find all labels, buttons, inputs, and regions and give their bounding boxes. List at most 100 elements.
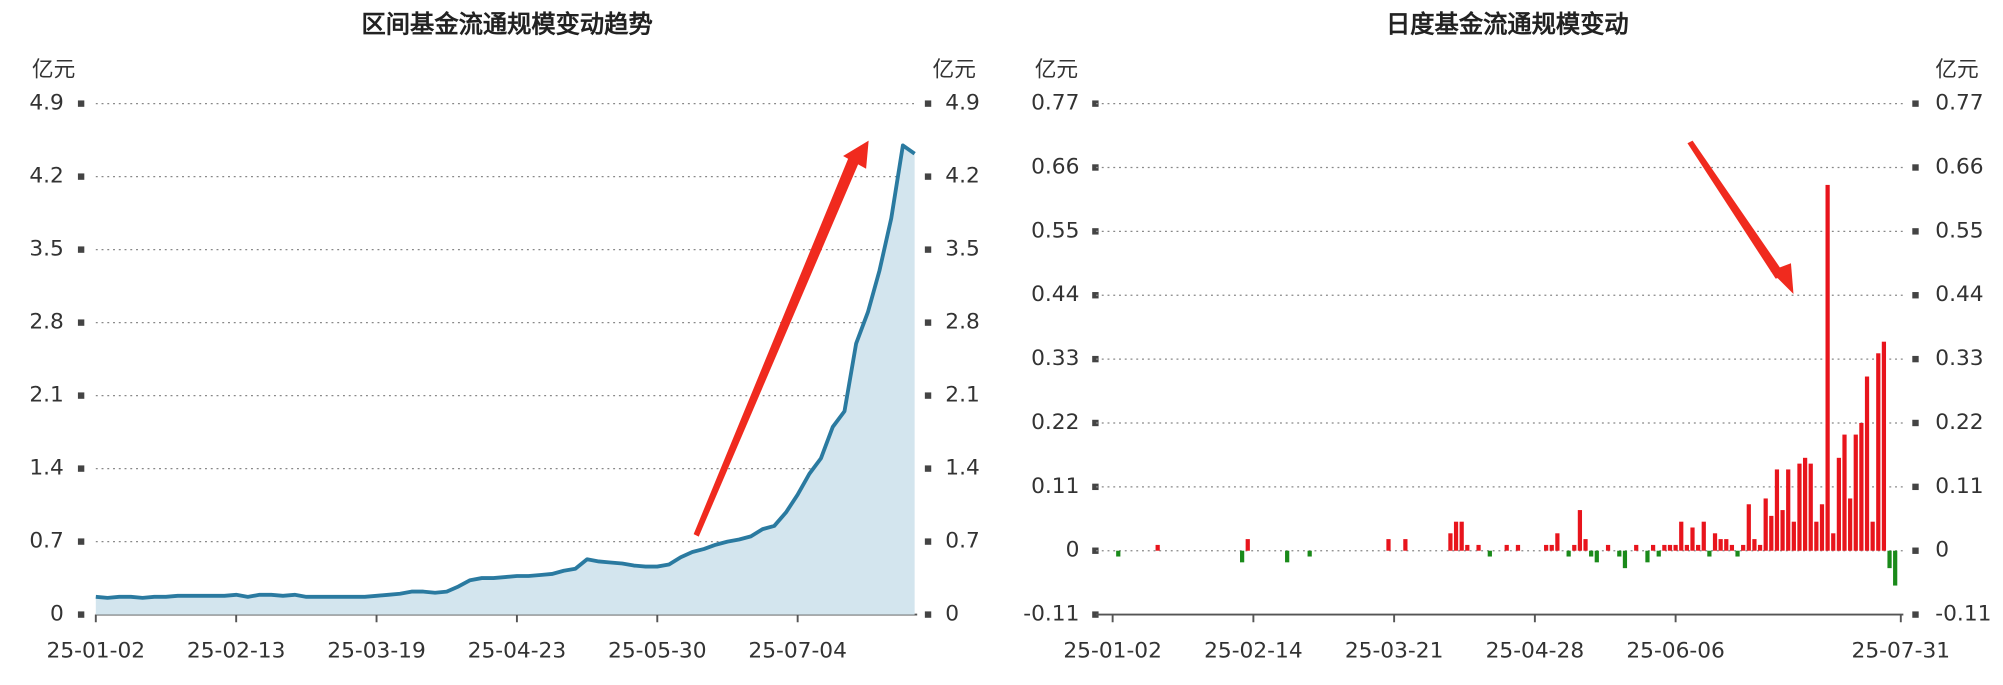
bar: [1307, 550, 1312, 557]
y-tick-mark: [1912, 228, 1919, 235]
bar: [1566, 550, 1571, 557]
y-unit: 亿元: [32, 57, 75, 82]
y-tick-label: 0.55: [1935, 218, 1983, 243]
bar: [1696, 544, 1701, 551]
y-tick-mark: [1092, 164, 1099, 171]
bar: [1746, 504, 1751, 551]
x-tick-label: 25-03-21: [1345, 639, 1444, 664]
x-tick-label: 25-01-02: [47, 639, 146, 664]
bar: [1797, 463, 1802, 551]
bar: [1825, 184, 1830, 551]
y-tick-label: 4.2: [945, 164, 980, 189]
y-tick-mark: [924, 611, 932, 618]
y-tick-label: 2.8: [29, 310, 64, 335]
y-tick-label: 3.5: [29, 237, 64, 262]
y-tick-label: 3.5: [945, 237, 980, 262]
bar: [1549, 544, 1554, 551]
y-tick-mark: [924, 319, 932, 326]
y-tick-label: 0.7: [945, 529, 980, 554]
bar: [1774, 469, 1780, 551]
bar: [1718, 539, 1723, 551]
x-tick-label: 25-02-13: [187, 639, 286, 664]
bar: [1769, 515, 1774, 551]
y-tick-mark: [1912, 547, 1919, 554]
y-tick-mark: [1092, 483, 1099, 491]
bar: [1155, 544, 1160, 551]
y-tick-label: 0.66: [1031, 154, 1079, 179]
y-tick-mark: [77, 611, 85, 618]
bar: [1589, 550, 1594, 557]
y-tick-mark: [77, 246, 85, 253]
y-tick-mark: [77, 538, 85, 545]
bar: [1724, 539, 1729, 551]
y-unit: 亿元: [1935, 57, 1978, 82]
bar: [1622, 550, 1628, 569]
y-tick-label: 0: [50, 602, 64, 627]
bar: [1487, 550, 1492, 557]
bar: [1859, 422, 1864, 551]
y-tick-label: 4.9: [29, 91, 64, 116]
bar: [1240, 550, 1245, 563]
bar: [1453, 521, 1459, 551]
y-tick-label: 0.55: [1031, 218, 1079, 243]
annotation-arrow: [693, 140, 1794, 537]
y-tick-label: 0.44: [1031, 282, 1079, 307]
bar: [1116, 550, 1121, 557]
y-unit: 亿元: [1035, 57, 1078, 82]
y-tick-mark: [1092, 419, 1099, 427]
bar: [1386, 539, 1391, 551]
y-tick-label: 0.77: [1031, 91, 1079, 116]
y-tick-label: 2.1: [29, 383, 64, 408]
y-tick-label: 1.4: [945, 456, 980, 481]
bar: [1729, 544, 1735, 551]
bar: [1707, 550, 1712, 557]
x-tick-label: 25-05-30: [608, 639, 707, 664]
y-tick-mark: [77, 173, 85, 180]
bar: [1690, 527, 1695, 551]
x-tick-label: 25-07-31: [1852, 639, 1951, 664]
y-unit: 亿元: [933, 57, 976, 82]
y-tick-label: 0.7: [29, 529, 64, 554]
bar: [1684, 544, 1689, 551]
bar: [1476, 544, 1481, 551]
area: [95, 145, 915, 615]
bar: [1504, 544, 1509, 551]
x-tick-label: 25-07-04: [748, 639, 847, 664]
bar: [1712, 533, 1718, 551]
bar: [1679, 521, 1684, 551]
y-tick-label: 0.33: [1935, 346, 1983, 371]
bar: [1650, 544, 1656, 551]
y-tick-label: 0.22: [1935, 410, 1983, 435]
bar: [1848, 498, 1853, 551]
bar: [1752, 539, 1757, 551]
arrow: [693, 143, 867, 537]
y-tick-label: 0.44: [1935, 282, 1983, 307]
bar: [1831, 533, 1836, 551]
y-tick-label: 0: [1935, 538, 1949, 563]
y-tick-mark: [924, 246, 932, 253]
bar: [1645, 550, 1650, 563]
y-tick-mark: [924, 173, 932, 180]
y-tick-mark: [1912, 419, 1919, 427]
bar: [1853, 434, 1858, 551]
y-tick-label: -0.11: [1023, 602, 1079, 627]
x-tick-label: 25-02-14: [1204, 639, 1303, 664]
x-tick-label: 25-06-06: [1626, 639, 1725, 664]
bar: [1763, 498, 1768, 551]
bar: [1577, 510, 1583, 551]
y-tick-mark: [1092, 547, 1099, 554]
bar: [1459, 521, 1464, 551]
bar: [1864, 376, 1870, 551]
y-tick-label: 2.1: [945, 383, 980, 408]
y-tick-mark: [1092, 292, 1099, 299]
bar: [1245, 539, 1250, 551]
bar: [1662, 544, 1667, 551]
bar: [1605, 544, 1611, 551]
y-tick-label: 0.33: [1031, 346, 1079, 371]
x-tick-label: 25-03-19: [327, 639, 426, 664]
y-tick-mark: [1092, 355, 1099, 363]
bar: [1656, 550, 1661, 557]
bar: [1515, 544, 1521, 551]
y-tick-label: 4.9: [945, 91, 980, 116]
